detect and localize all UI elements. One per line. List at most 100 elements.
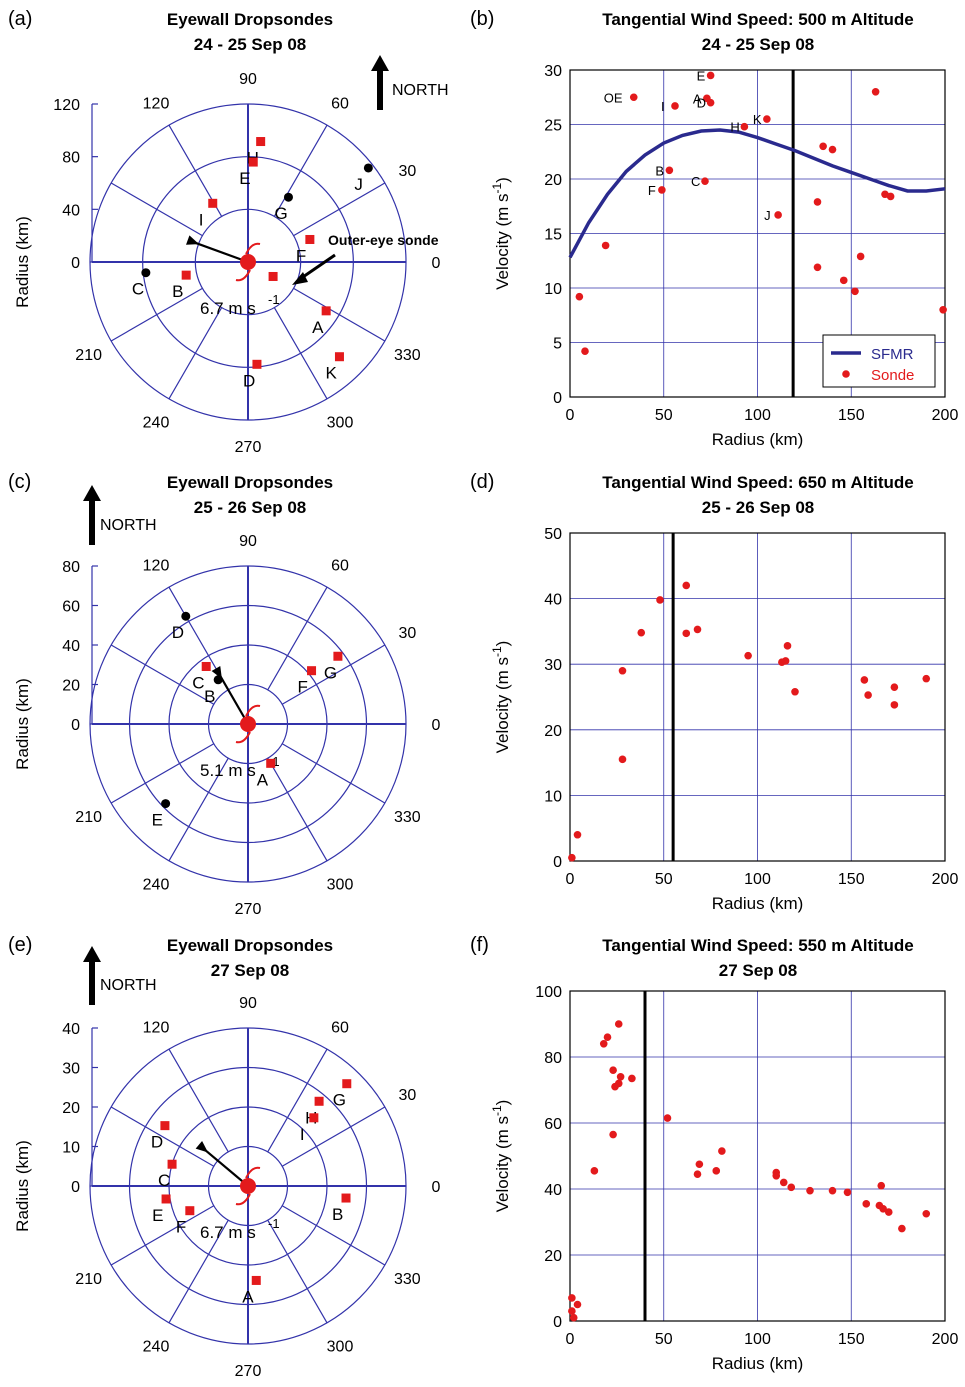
angle-label: 30 <box>398 163 416 180</box>
polar-spoke <box>281 1205 386 1266</box>
chart-title-line2: 24 - 25 Sep 08 <box>702 35 814 54</box>
storm-motion-label: 6.7 m s <box>200 1223 256 1242</box>
panel-f-scatter-chart: (f) Tangential Wind Speed: 550 m Altitude… <box>470 934 958 1373</box>
x-tick-label: 50 <box>655 407 673 424</box>
sonde-point <box>266 758 276 768</box>
sonde-label: E <box>239 169 250 188</box>
sonde-point <box>656 596 664 604</box>
angle-label: 0 <box>432 255 441 272</box>
polar-spoke <box>273 307 328 400</box>
sonde-label: D <box>243 371 255 390</box>
angle-label: 270 <box>235 1363 262 1380</box>
y-axis-label: Radius (km) <box>13 678 32 770</box>
y-axis-label: Velocity (m s-1) <box>490 1100 512 1213</box>
sonde-label: J <box>354 175 363 194</box>
sonde-point <box>341 1193 351 1203</box>
storm-motion-arrow <box>200 1145 249 1187</box>
sonde-point <box>772 1172 781 1180</box>
angle-label: 240 <box>143 1338 170 1355</box>
sonde-point <box>783 642 792 650</box>
y-tick-label: 5 <box>553 336 562 353</box>
sonde-point <box>618 666 627 675</box>
sonde-label: D <box>151 1133 163 1152</box>
panel-e-polar-chart: (e) Eyewall Dropsondes 27 Sep 08 0 10 20 30 40 R… <box>8 934 441 1380</box>
panel-label: (f) <box>470 934 489 956</box>
sonde-point <box>167 1159 177 1169</box>
sonde-point-label: OE <box>604 90 623 105</box>
angle-label: 90 <box>239 995 257 1012</box>
chart-title-line1: Tangential Wind Speed: 550 m Altitude <box>602 936 914 955</box>
sonde-point <box>321 306 331 316</box>
sonde-point <box>569 1313 578 1322</box>
sonde-point <box>884 1208 893 1216</box>
radius-tick-label: 0 <box>71 717 80 734</box>
sonde-label: E <box>152 1206 163 1225</box>
sonde-point <box>251 1275 261 1285</box>
y-tick-label: 80 <box>544 1050 562 1067</box>
sonde-point <box>890 683 899 691</box>
polar-spoke <box>168 307 223 400</box>
x-tick-label: 50 <box>655 1331 673 1348</box>
y-tick-label: 30 <box>544 63 562 80</box>
polar-spoke <box>293 287 386 342</box>
chart-title-line1: Eyewall Dropsondes <box>167 473 333 492</box>
sonde-point <box>779 1178 788 1187</box>
x-axis-label: Radius (km) <box>712 1354 804 1373</box>
radius-tick-label: 80 <box>62 559 80 576</box>
sonde-label: A <box>242 1287 254 1306</box>
north-arrow-head <box>371 55 389 71</box>
sonde-label: A <box>312 318 324 337</box>
panel-b-scatter-chart: (b) Tangential Wind Speed: 500 m Altitude… <box>470 8 958 449</box>
y-tick-label: 15 <box>544 227 562 244</box>
legend-sfmr-label: SFMR <box>871 346 914 363</box>
outer-eye-annotation-arrow <box>299 253 336 281</box>
sonde-point <box>851 287 859 296</box>
sonde-label: C <box>192 673 204 692</box>
sonde-point-label: D <box>697 96 706 111</box>
sonde-point <box>939 306 947 314</box>
y-tick-label: 40 <box>544 592 562 609</box>
x-tick-label: 150 <box>838 1331 865 1348</box>
north-label: NORTH <box>100 517 157 534</box>
x-tick-label: 200 <box>932 407 959 424</box>
storm-motion-arrow-head <box>195 1140 209 1153</box>
radius-tick-label: 20 <box>62 678 80 695</box>
polar-spoke <box>281 1106 386 1167</box>
sonde-point <box>706 71 715 80</box>
sonde-point <box>161 1194 171 1204</box>
sonde-point <box>718 1147 726 1155</box>
hurricane-symbol-arm <box>235 269 251 282</box>
sonde-point <box>201 661 211 671</box>
x-tick-label: 200 <box>932 1331 959 1348</box>
sonde-point <box>693 1170 702 1178</box>
sonde-label: G <box>333 1091 346 1110</box>
sonde-point <box>701 177 709 185</box>
angle-label: 90 <box>239 71 257 88</box>
x-tick-label: 0 <box>566 871 575 888</box>
x-tick-label: 50 <box>655 871 673 888</box>
sonde-point <box>898 1224 906 1233</box>
sonde-label: F <box>296 246 306 265</box>
polar-spoke <box>110 644 215 705</box>
sonde-point <box>575 292 584 301</box>
sonde-point <box>886 192 895 201</box>
sonde-point <box>671 102 679 110</box>
north-arrow-head <box>83 485 101 501</box>
north-label: NORTH <box>392 82 449 99</box>
angle-label: 0 <box>432 1179 441 1196</box>
sonde-point <box>213 675 223 685</box>
y-tick-label: 60 <box>544 1116 562 1133</box>
y-tick-label: 10 <box>544 788 562 805</box>
sonde-label: B <box>332 1205 343 1224</box>
sonde-point <box>568 853 576 862</box>
y-tick-label: 0 <box>553 390 562 407</box>
sonde-label: C <box>132 280 144 299</box>
sonde-point <box>629 93 638 102</box>
sonde-point-label: F <box>648 183 656 198</box>
chart-title-line1: Eyewall Dropsondes <box>167 10 333 29</box>
sonde-point <box>813 198 822 206</box>
storm-motion-label-superscript: -1 <box>268 292 280 307</box>
sonde-point <box>161 799 171 809</box>
storm-motion-label: 5.1 m s <box>200 761 256 780</box>
